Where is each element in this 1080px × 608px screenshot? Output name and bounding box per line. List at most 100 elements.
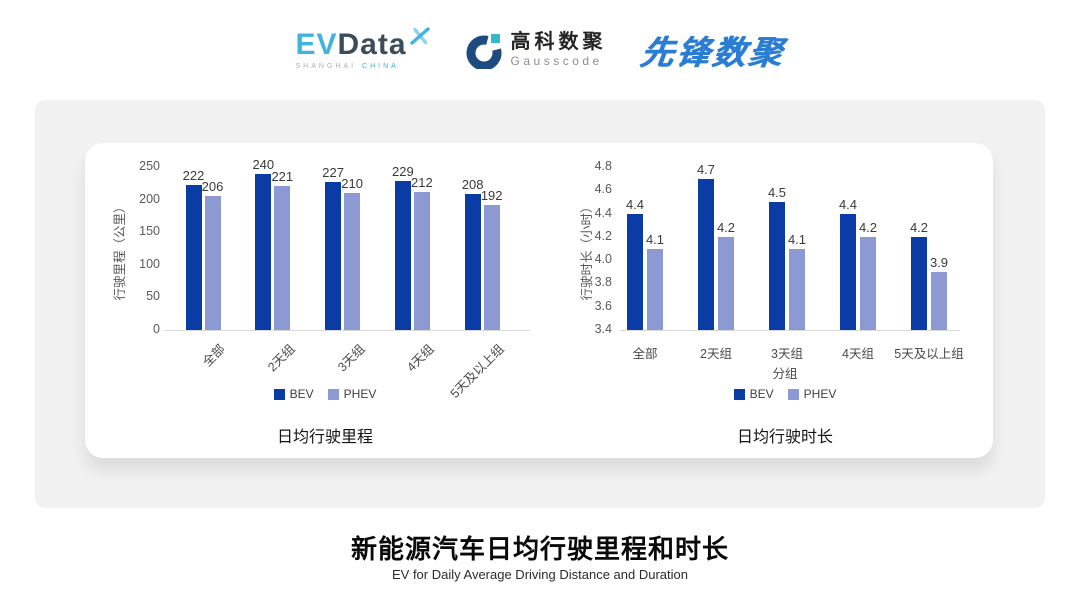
legend-swatch-phev-icon	[787, 388, 799, 400]
x-axis-line	[620, 330, 960, 331]
x-category-label: 5天及以上组	[447, 341, 507, 401]
evdata-tagline-china: CHINA	[362, 63, 399, 70]
evdata-wordmark: EV Data	[295, 27, 430, 61]
y-tick-label: 4.8	[594, 159, 612, 173]
y-tick-label: 4.4	[594, 205, 612, 220]
legend-item: PHEV	[787, 387, 837, 401]
bar-value-label: 4.5	[767, 184, 787, 200]
bar-phev	[718, 236, 734, 330]
bar-bev	[464, 194, 481, 330]
legend: BEV PHEV	[635, 387, 935, 401]
bar-value-label: 3.9	[929, 254, 949, 270]
legend-swatch-bev-icon	[273, 388, 285, 400]
y-tick-label: 150	[139, 224, 160, 239]
bar-value-label: 212	[411, 174, 433, 190]
bar-value-label: 4.2	[716, 219, 736, 235]
bar-phev	[413, 191, 430, 330]
y-tick-label: 250	[139, 159, 160, 173]
x-category-label: 5天及以上组	[894, 347, 964, 361]
bar-phev	[647, 248, 663, 330]
x-category-label: 4天组	[842, 347, 874, 361]
evdata-tagline: SHANGHAI CHINA	[295, 63, 398, 70]
bar-value-label: 4.2	[858, 219, 878, 235]
legend-item: BEV	[273, 387, 314, 401]
chart-panel: 行驶里程（公里） 0 50 100 150 200 250 222 206 全部 240 221 2天组…	[85, 143, 993, 458]
evdata-logo: EV Data SHANGHAI CHINA	[295, 27, 430, 70]
y-tick-label: 3.8	[594, 275, 612, 290]
x-category-label: 3天组	[771, 347, 803, 361]
header-logos: EV Data SHANGHAI CHINA 高科数聚 Gausscode 先锋数	[0, 18, 1080, 82]
gausscode-name-cn: 高科数聚	[510, 31, 607, 54]
legend-label: PHEV	[343, 387, 377, 401]
evdata-wordmark-data: Data	[337, 28, 407, 61]
x-category-label: 2天组	[700, 347, 732, 361]
chart-card: 行驶里程（公里） 0 50 100 150 200 250 222 206 全部 240 221 2天组…	[35, 100, 1045, 508]
bar-bev	[325, 181, 342, 330]
legend-label: PHEV	[803, 387, 837, 401]
legend-swatch-phev-icon	[327, 388, 339, 400]
bar-bev	[255, 173, 272, 330]
bar-value-label: 222	[182, 168, 205, 184]
footer-subtitle: EV for Daily Average Driving Distance an…	[391, 567, 689, 582]
x-category-label: 全部	[632, 347, 658, 361]
bar-phev	[204, 195, 221, 330]
gausscode-name-en: Gausscode	[510, 54, 603, 69]
bar-value-label: 4.4	[625, 196, 645, 212]
bar-phev	[860, 236, 876, 330]
y-tick-label: 0	[153, 322, 160, 336]
gausscode-text: 高科数聚 Gausscode	[511, 31, 607, 68]
chart-title: 日均行驶时长	[736, 429, 833, 446]
bar-value-label: 4.1	[787, 231, 807, 247]
bar-value-label: 240	[252, 156, 275, 172]
legend-item: PHEV	[327, 387, 377, 401]
legend-label: BEV	[749, 387, 774, 401]
y-tick-label: 50	[146, 289, 160, 304]
bar-value-label: 221	[271, 168, 294, 184]
legend-swatch-bev-icon	[733, 388, 745, 400]
bar-phev	[344, 193, 361, 330]
x-category-label: 2天组	[265, 341, 298, 375]
bar-value-label: 4.4	[838, 196, 858, 212]
evdata-wordmark-ev: EV	[295, 28, 338, 61]
evdata-x-icon	[409, 27, 430, 45]
bar-bev	[627, 213, 643, 330]
bar-phev	[931, 271, 947, 330]
duration-chart: 行驶时长（小时） 3.4 3.6 3.8 4.0 4.2 4.4 4.6 4.8 4.4 4.1 全部…	[535, 143, 993, 458]
evdata-tagline-shanghai: SHANGHAI	[295, 63, 357, 70]
y-tick-label: 3.6	[594, 298, 612, 313]
legend: BEV PHEV	[175, 387, 475, 401]
legend-item: BEV	[733, 387, 774, 401]
bar-bev	[394, 180, 411, 330]
legend-label: BEV	[289, 387, 314, 401]
bar-phev	[789, 248, 805, 330]
gausscode-mark-icon	[466, 34, 502, 69]
footer-title: 新能源汽车日均行驶里程和时长	[350, 534, 729, 564]
x-axis-title: 分组	[772, 367, 798, 381]
bar-bev	[698, 178, 714, 330]
bar-value-label: 4.7	[696, 161, 716, 177]
bar-value-label: 192	[480, 187, 503, 203]
bar-value-label: 227	[322, 164, 344, 180]
x-category-label: 全部	[200, 341, 228, 370]
bar-value-label: 4.1	[645, 231, 665, 247]
y-tick-label: 200	[139, 191, 160, 206]
gausscode-logo: 高科数聚 Gausscode	[465, 31, 607, 69]
distance-chart: 行驶里程（公里） 0 50 100 150 200 250 222 206 全部 240 221 2天组…	[85, 143, 540, 458]
x-category-label: 3天组	[334, 341, 368, 375]
y-tick-label: 3.4	[594, 322, 612, 336]
y-tick-label: 4.6	[594, 182, 612, 197]
x-category-label: 4天组	[404, 341, 438, 375]
y-tick-label: 4.2	[594, 228, 612, 243]
bar-value-label: 229	[392, 163, 414, 179]
bar-value-label: 4.2	[909, 219, 929, 235]
bar-value-label: 210	[341, 176, 363, 192]
bar-value-label: 208	[461, 177, 484, 193]
x-axis-line	[165, 330, 530, 331]
y-tick-label: 100	[139, 256, 160, 271]
pioneer-logo: 先锋数聚	[637, 34, 787, 71]
bar-value-label: 206	[201, 178, 224, 194]
y-tick-label: 4.0	[594, 252, 612, 267]
bar-phev	[483, 204, 500, 330]
bar-bev	[185, 185, 202, 330]
